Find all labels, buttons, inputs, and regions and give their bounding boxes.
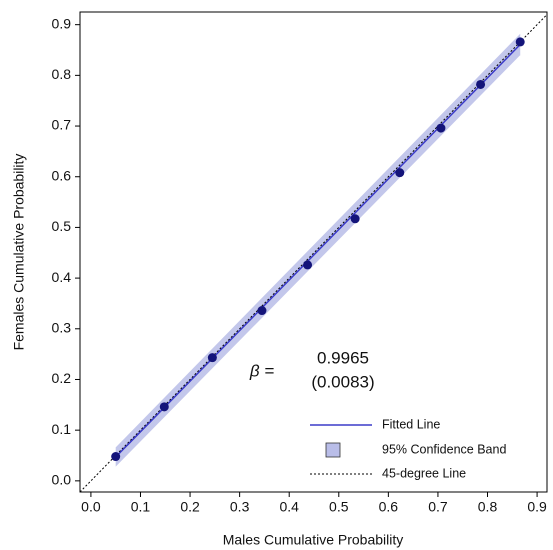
- y-tick-label: 0.9: [52, 15, 72, 31]
- y-tick-label: 0.2: [52, 370, 72, 386]
- legend-swatch: [325, 442, 341, 458]
- data-point: [303, 260, 313, 270]
- data-point: [395, 168, 405, 178]
- beta-se: (0.0083): [311, 372, 374, 391]
- x-tick-label: 0.6: [379, 499, 399, 515]
- data-point: [350, 214, 360, 224]
- x-tick-label: 0.4: [279, 499, 299, 515]
- x-tick-label: 0.5: [329, 499, 349, 515]
- x-axis-label: Males Cumulative Probability: [223, 532, 404, 548]
- x-tick-label: 0.0: [81, 499, 101, 515]
- x-tick-label: 0.8: [478, 499, 498, 515]
- legend-label: 45-degree Line: [382, 466, 466, 480]
- data-point: [257, 306, 267, 316]
- x-tick-label: 0.9: [527, 499, 547, 515]
- y-tick-label: 0.5: [52, 218, 72, 234]
- data-point: [515, 37, 525, 47]
- data-point: [207, 353, 217, 363]
- beta-label: β =: [249, 361, 274, 380]
- y-tick-label: 0.8: [52, 66, 72, 82]
- legend-label: 95% Confidence Band: [382, 442, 506, 456]
- y-tick-label: 0.7: [52, 117, 72, 133]
- y-tick-label: 0.1: [52, 421, 72, 437]
- y-tick-label: 0.3: [52, 319, 72, 335]
- x-tick-label: 0.7: [428, 499, 448, 515]
- diagonal-line: [79, 14, 548, 493]
- x-tick-label: 0.3: [230, 499, 250, 515]
- legend-label: Fitted Line: [382, 417, 440, 431]
- data-point: [111, 452, 121, 462]
- beta-value: 0.9965: [317, 348, 369, 367]
- y-tick-label: 0.4: [52, 269, 72, 285]
- y-axis-label: Females Cumulative Probability: [11, 154, 27, 351]
- x-tick-label: 0.2: [180, 499, 200, 515]
- y-tick-label: 0.0: [52, 472, 72, 488]
- data-point: [159, 402, 169, 412]
- fitted-line: [115, 43, 521, 458]
- data-point: [476, 79, 486, 89]
- data-point: [436, 123, 446, 133]
- y-tick-label: 0.6: [52, 167, 72, 183]
- x-tick-label: 0.1: [131, 499, 151, 515]
- plot-frame: [79, 11, 548, 493]
